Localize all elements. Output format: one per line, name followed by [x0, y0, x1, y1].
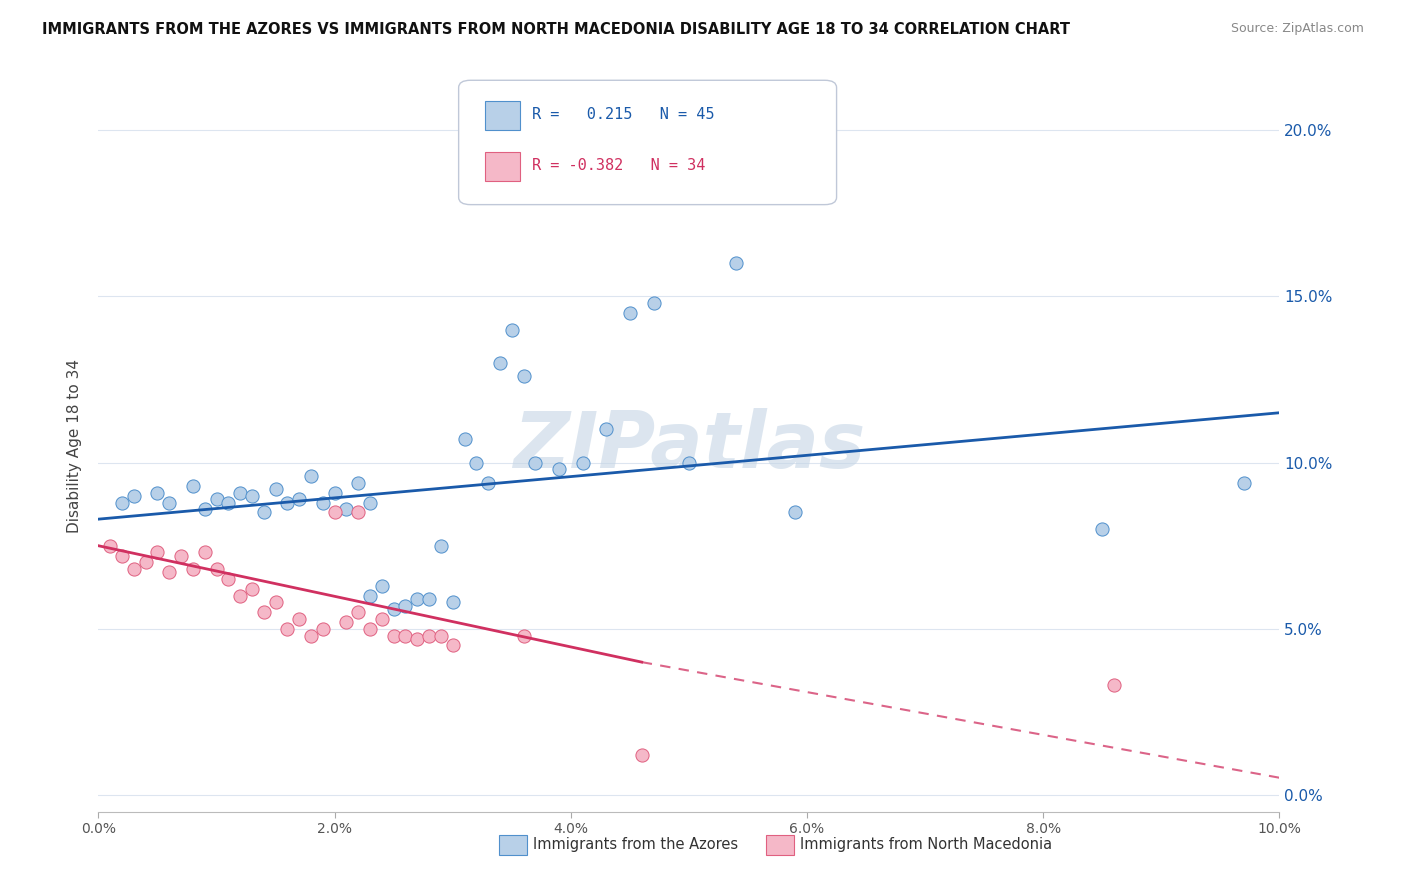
Point: [371, 612, 394, 626]
Point: [441, 639, 464, 653]
Point: [571, 456, 593, 470]
Point: [406, 591, 429, 606]
Point: [181, 562, 204, 576]
Point: [418, 591, 440, 606]
Point: [323, 506, 346, 520]
Point: [181, 479, 204, 493]
Y-axis label: Disability Age 18 to 34: Disability Age 18 to 34: [67, 359, 83, 533]
Point: [465, 456, 488, 470]
Text: R = -0.382   N = 34: R = -0.382 N = 34: [531, 159, 706, 173]
Point: [264, 482, 287, 496]
Point: [288, 492, 311, 507]
Point: [406, 632, 429, 646]
Point: [135, 555, 157, 569]
Point: [217, 495, 239, 509]
Point: [157, 495, 180, 509]
Text: Immigrants from the Azores: Immigrants from the Azores: [533, 838, 738, 852]
Point: [194, 545, 217, 559]
Point: [335, 502, 357, 516]
Point: [1091, 522, 1114, 536]
Point: [288, 612, 311, 626]
FancyBboxPatch shape: [458, 80, 837, 204]
Point: [630, 748, 652, 763]
Point: [194, 502, 217, 516]
Point: [382, 628, 405, 642]
Point: [240, 489, 263, 503]
Point: [512, 628, 534, 642]
Point: [229, 485, 252, 500]
Point: [524, 456, 547, 470]
Point: [359, 495, 381, 509]
Point: [359, 622, 381, 636]
Point: [1102, 678, 1125, 692]
Point: [264, 595, 287, 609]
Point: [335, 615, 357, 630]
Text: ZIPatlas: ZIPatlas: [513, 408, 865, 484]
Point: [501, 323, 523, 337]
Point: [146, 485, 169, 500]
Point: [430, 628, 453, 642]
Point: [394, 628, 416, 642]
Point: [725, 256, 748, 270]
Point: [548, 462, 571, 476]
Point: [157, 566, 180, 580]
Point: [276, 495, 298, 509]
Point: [489, 356, 512, 370]
Point: [394, 599, 416, 613]
Point: [619, 306, 641, 320]
Point: [371, 579, 394, 593]
Point: [678, 456, 700, 470]
Point: [299, 628, 322, 642]
Point: [1233, 475, 1256, 490]
Point: [512, 369, 534, 384]
Text: R =   0.215   N = 45: R = 0.215 N = 45: [531, 107, 714, 122]
Bar: [485, 101, 520, 130]
Point: [146, 545, 169, 559]
Point: [430, 539, 453, 553]
Bar: [485, 152, 520, 181]
Point: [229, 589, 252, 603]
Point: [312, 495, 335, 509]
Point: [477, 475, 499, 490]
Point: [299, 469, 322, 483]
Point: [785, 506, 807, 520]
Point: [205, 562, 228, 576]
Point: [111, 549, 134, 563]
Point: [418, 628, 440, 642]
Point: [170, 549, 193, 563]
Point: [441, 595, 464, 609]
Text: IMMIGRANTS FROM THE AZORES VS IMMIGRANTS FROM NORTH MACEDONIA DISABILITY AGE 18 : IMMIGRANTS FROM THE AZORES VS IMMIGRANTS…: [42, 22, 1070, 37]
Point: [253, 605, 276, 619]
Text: Immigrants from North Macedonia: Immigrants from North Macedonia: [800, 838, 1052, 852]
Text: Source: ZipAtlas.com: Source: ZipAtlas.com: [1230, 22, 1364, 36]
Point: [312, 622, 335, 636]
Point: [347, 475, 370, 490]
Point: [122, 489, 145, 503]
Point: [347, 605, 370, 619]
Point: [205, 492, 228, 507]
Point: [323, 485, 346, 500]
Point: [453, 433, 475, 447]
Point: [382, 602, 405, 616]
Point: [276, 622, 298, 636]
Point: [595, 422, 617, 436]
Point: [98, 539, 121, 553]
Point: [217, 572, 239, 586]
Point: [111, 495, 134, 509]
Point: [122, 562, 145, 576]
Point: [643, 296, 665, 310]
Point: [347, 506, 370, 520]
Point: [253, 506, 276, 520]
Point: [359, 589, 381, 603]
Point: [240, 582, 263, 596]
